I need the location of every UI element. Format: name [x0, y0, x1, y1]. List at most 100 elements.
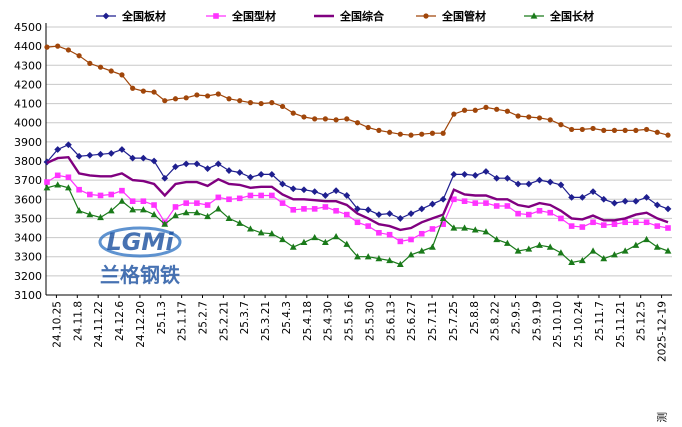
x-tick-label-prefix: 预测: [656, 412, 669, 423]
data-point: [483, 200, 489, 206]
data-point: [205, 93, 211, 99]
data-point: [547, 209, 554, 216]
data-point: [76, 53, 82, 59]
data-point: [386, 231, 393, 238]
data-point: [44, 179, 50, 185]
data-point: [653, 243, 661, 250]
data-point: [182, 209, 190, 216]
legend-item: 全国板材: [96, 9, 166, 23]
data-point: [247, 100, 254, 106]
data-point: [450, 171, 458, 178]
x-tick-label: 25.1.17: [177, 301, 189, 341]
data-point: [546, 178, 554, 186]
x-tick-label: 24.10.25: [51, 301, 63, 348]
data-point: [107, 149, 115, 157]
y-tick-label: 3500: [14, 212, 42, 225]
data-point: [247, 225, 254, 232]
data-point: [172, 204, 179, 210]
data-point: [429, 130, 436, 136]
data-point: [558, 122, 564, 128]
x-tick-label: 25.2.7: [198, 301, 210, 334]
data-point: [97, 150, 104, 158]
data-point: [589, 188, 597, 196]
data-point: [279, 103, 286, 110]
y-tick-label: 4000: [14, 117, 42, 130]
data-point: [611, 127, 618, 133]
data-point: [546, 243, 554, 250]
lgmi-watermark: LGMi 兰格钢铁: [98, 226, 182, 287]
data-point: [376, 127, 382, 133]
data-point: [622, 127, 628, 133]
data-point: [107, 207, 115, 214]
watermark-company-text: 兰格钢铁: [100, 263, 180, 287]
data-point: [215, 91, 221, 97]
data-point: [665, 132, 671, 138]
data-point: [289, 185, 297, 193]
data-point: [182, 160, 190, 168]
data-point: [301, 206, 307, 212]
data-point: [536, 207, 543, 214]
data-point: [429, 243, 436, 250]
data-point: [332, 187, 340, 195]
data-point: [579, 224, 586, 230]
x-tick-label: 25.1.3: [156, 301, 168, 334]
legend-label: 全国管材: [441, 9, 486, 23]
legend-item: 全国长材: [524, 9, 594, 23]
data-point: [269, 192, 275, 199]
data-point: [118, 197, 126, 204]
x-tick-label: 25.9.19: [531, 301, 543, 341]
data-point: [611, 251, 618, 258]
data-point: [397, 238, 404, 245]
data-point: [97, 64, 104, 70]
x-tick-label: 2025-12-19: [657, 301, 669, 362]
data-point: [279, 235, 286, 243]
data-point: [226, 196, 232, 203]
data-point: [279, 180, 286, 188]
data-point: [225, 167, 233, 174]
data-point: [407, 210, 415, 218]
data-point: [236, 219, 244, 226]
data-point: [364, 206, 372, 214]
data-point: [386, 210, 394, 218]
data-point: [130, 85, 136, 91]
data-point: [461, 107, 468, 113]
data-point: [419, 131, 425, 137]
data-point: [237, 98, 243, 104]
data-point: [633, 127, 639, 133]
data-point: [632, 197, 640, 205]
x-tick-label: 25.10.24: [573, 301, 585, 348]
data-point: [557, 181, 565, 189]
y-tick-label: 4100: [14, 98, 42, 111]
data-point: [493, 235, 501, 243]
data-point: [578, 256, 586, 264]
data-point: [269, 100, 275, 106]
x-tick-label: 24.11.8: [72, 301, 84, 341]
data-point: [557, 249, 565, 256]
y-tick-label: 4200: [14, 78, 42, 91]
data-point: [257, 171, 265, 178]
data-point: [300, 238, 308, 245]
data-point: [54, 181, 62, 188]
data-point: [483, 104, 489, 110]
data-point: [321, 192, 329, 199]
data-point: [268, 230, 276, 237]
data-point: [482, 168, 490, 175]
data-point: [150, 211, 158, 218]
data-point: [44, 44, 50, 50]
data-point: [151, 89, 157, 95]
data-point: [632, 241, 640, 248]
data-point: [344, 116, 350, 122]
data-point: [472, 200, 479, 206]
data-point: [151, 202, 157, 208]
data-point: [408, 236, 414, 243]
grid-lines: [46, 26, 672, 296]
legend-item: 全国综合: [314, 9, 385, 23]
data-point: [97, 213, 104, 221]
data-point: [493, 203, 500, 209]
data-point: [65, 184, 72, 191]
data-point: [183, 95, 189, 101]
data-point: [611, 221, 618, 227]
y-tick-label: 3100: [14, 289, 42, 302]
data-point: [76, 186, 82, 193]
